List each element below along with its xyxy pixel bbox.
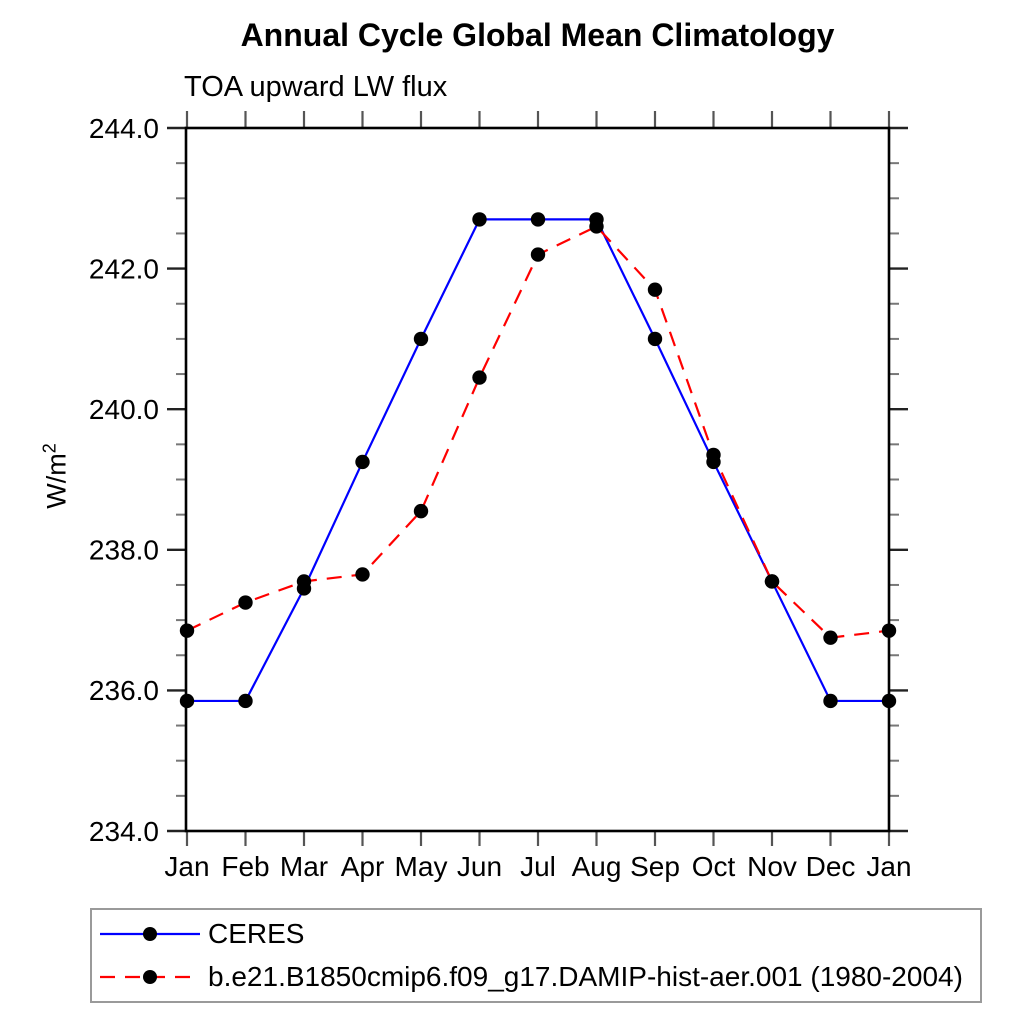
x-tick-label: Dec — [806, 851, 856, 882]
x-tick-label: Sep — [630, 851, 680, 882]
data-point-marker-s0 — [238, 693, 253, 709]
x-tick-label: Feb — [221, 851, 269, 882]
series-line-1 — [186, 225, 890, 639]
x-tick-label: Jan — [164, 851, 209, 882]
chart-frame — [184, 126, 891, 833]
data-point-marker-s1 — [647, 282, 663, 297]
data-point-marker-s0 — [530, 212, 546, 227]
chart-subtitle: TOA upward LW flux — [184, 71, 448, 103]
data-point-marker-s1 — [706, 447, 721, 463]
legend-entry-model: b.e21.B1850cmip6.f09_g17.DAMIP-hist-aer.… — [98, 956, 980, 998]
data-point-marker-s1 — [589, 219, 604, 234]
data-point-marker-s1 — [413, 503, 429, 519]
legend-line-sample-ceres — [100, 927, 200, 941]
y-tick-label: 242.0 — [89, 253, 159, 284]
x-tick-label: Jan — [866, 851, 911, 882]
legend-marker — [143, 927, 157, 941]
chart-legend: CERES b.e21.B1850cmip6.f09_g17.DAMIP-his… — [90, 908, 982, 1003]
data-point-marker-s0 — [647, 331, 663, 347]
chart-title: Annual Cycle Global Mean Climatology — [240, 17, 835, 53]
data-point-marker-s0 — [472, 212, 487, 227]
data-point-marker-s1 — [472, 370, 487, 385]
legend-entry-ceres: CERES — [98, 913, 980, 955]
data-point-marker-s0 — [881, 693, 897, 709]
y-tick-label: 238.0 — [89, 535, 159, 566]
data-point-marker-s1 — [881, 623, 897, 638]
y-tick-label: 240.0 — [89, 394, 159, 425]
x-tick-label: Jul — [520, 851, 556, 882]
data-point-marker-s1 — [238, 595, 253, 610]
legend-marker — [143, 970, 157, 984]
data-point-marker-s1 — [764, 574, 780, 589]
series-line-0 — [187, 218, 889, 703]
data-point-marker-s0 — [179, 693, 195, 709]
data-point-marker-s1 — [179, 623, 195, 638]
data-point-marker-s1 — [355, 567, 370, 582]
legend-label-model: b.e21.B1850cmip6.f09_g17.DAMIP-hist-aer.… — [208, 961, 963, 992]
y-tick-label: 234.0 — [89, 816, 159, 847]
x-tick-label: Nov — [747, 851, 797, 882]
x-tick-label: Aug — [572, 851, 622, 882]
legend-label-ceres: CERES — [208, 918, 305, 949]
legend-line-sample-model — [100, 970, 200, 984]
x-tick-label: Apr — [341, 851, 385, 882]
data-point-marker-s1 — [530, 247, 546, 262]
x-tick-label: Jun — [457, 851, 502, 882]
data-point-marker-s0 — [823, 693, 838, 709]
x-tick-label: May — [395, 851, 448, 882]
data-point-marker-s1 — [823, 630, 838, 645]
data-point-marker-s0 — [355, 454, 370, 470]
y-tick-label: 236.0 — [89, 675, 159, 706]
x-tick-label: Oct — [692, 851, 736, 882]
data-point-marker-s1 — [296, 574, 312, 589]
x-tick-label: Mar — [280, 851, 328, 882]
y-tick-label: 244.0 — [89, 113, 159, 144]
data-point-marker-s0 — [413, 331, 429, 347]
